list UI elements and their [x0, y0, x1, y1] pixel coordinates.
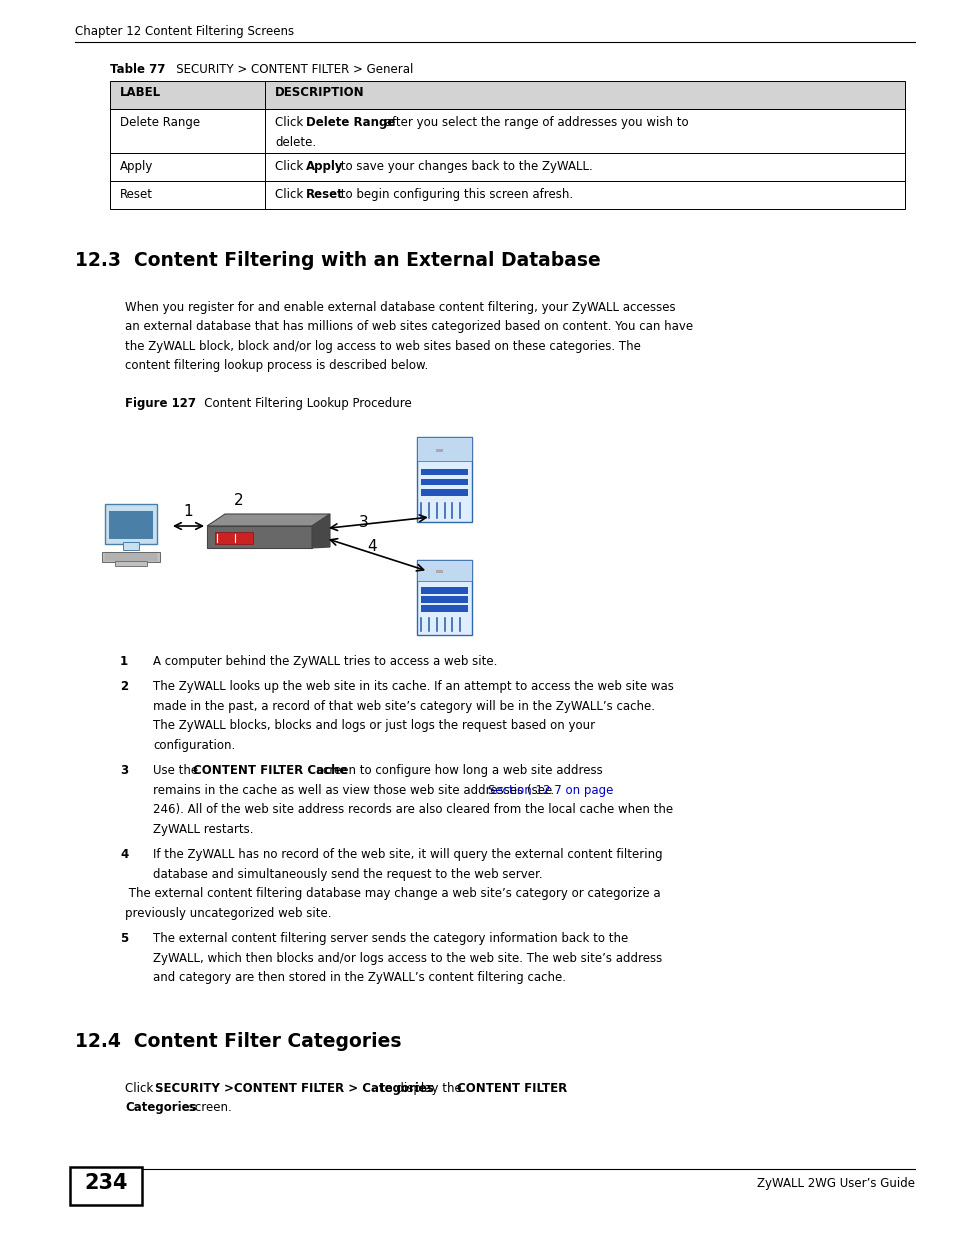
Text: 2: 2: [233, 493, 243, 508]
Bar: [416, 437, 472, 522]
Text: Click Apply to save your changes back to the ZyWALL.: Click Apply to save your changes back to…: [274, 161, 596, 173]
Text: Table 77: Table 77: [110, 63, 165, 77]
Text: Reset: Reset: [120, 188, 152, 201]
Text: and category are then stored in the ZyWALL’s content filtering cache.: and category are then stored in the ZyWA…: [152, 971, 565, 984]
Text: remains in the cache as well as view those web site addresses (see: remains in the cache as well as view tho…: [152, 784, 556, 797]
Text: SECURITY >CONTENT FILTER > Categories: SECURITY >CONTENT FILTER > Categories: [154, 1082, 434, 1094]
Bar: [70, 1167, 142, 1205]
Bar: [420, 597, 468, 603]
Text: screen.: screen.: [185, 1102, 232, 1114]
Text: ZyWALL, which then blocks and/or logs access to the web site. The web site’s add: ZyWALL, which then blocks and/or logs ac…: [152, 952, 661, 965]
Text: When you register for and enable external database content filtering, your ZyWAL: When you register for and enable externa…: [125, 301, 675, 314]
Text: DESCRIPTION: DESCRIPTION: [274, 86, 364, 99]
Bar: [110, 153, 904, 182]
Text: The external content filtering database may change a web site’s category or cate: The external content filtering database …: [125, 887, 659, 900]
Text: 1: 1: [184, 504, 193, 519]
Bar: [420, 469, 468, 475]
Text: Content Filtering Lookup Procedure: Content Filtering Lookup Procedure: [193, 396, 412, 410]
Bar: [416, 559, 472, 580]
Text: The ZyWALL looks up the web site in its cache. If an attempt to access the web s: The ZyWALL looks up the web site in its …: [152, 680, 673, 693]
Bar: [102, 552, 160, 562]
Text: after you select the range of addresses you wish to: after you select the range of addresses …: [380, 116, 687, 128]
Bar: [110, 182, 904, 209]
Text: to begin configuring this screen afresh.: to begin configuring this screen afresh.: [336, 188, 573, 201]
Text: Delete Range: Delete Range: [306, 116, 395, 128]
Text: A computer behind the ZyWALL tries to access a web site.: A computer behind the ZyWALL tries to ac…: [152, 655, 497, 668]
Text: 3: 3: [358, 515, 368, 530]
Text: Figure 127: Figure 127: [125, 396, 195, 410]
Text: CONTENT FILTER Cache: CONTENT FILTER Cache: [193, 764, 347, 777]
Text: Click Reset to begin configuring this screen afresh.: Click Reset to begin configuring this sc…: [274, 188, 576, 201]
Text: an external database that has millions of web sites categorized based on content: an external database that has millions o…: [125, 321, 693, 333]
Text: Chapter 12 Content Filtering Screens: Chapter 12 Content Filtering Screens: [75, 25, 294, 38]
Text: ZyWALL restarts.: ZyWALL restarts.: [152, 823, 253, 836]
Text: 246). All of the web site address records are also cleared from the local cache : 246). All of the web site address record…: [152, 803, 673, 816]
Bar: [115, 561, 147, 566]
Text: 4: 4: [367, 540, 376, 555]
Text: 3: 3: [120, 764, 128, 777]
Text: Click: Click: [274, 161, 307, 173]
Text: Apply: Apply: [306, 161, 343, 173]
Text: content filtering lookup process is described below.: content filtering lookup process is desc…: [125, 359, 428, 373]
Text: 12.4  Content Filter Categories: 12.4 Content Filter Categories: [75, 1031, 401, 1051]
Text: SECURITY > CONTENT FILTER > General: SECURITY > CONTENT FILTER > General: [165, 63, 413, 77]
Bar: [420, 587, 468, 594]
Text: Click: Click: [274, 188, 307, 201]
Text: Categories: Categories: [125, 1102, 196, 1114]
Bar: [416, 559, 472, 635]
Text: The ZyWALL blocks, blocks and logs or just logs the request based on your: The ZyWALL blocks, blocks and logs or ju…: [152, 719, 595, 732]
Text: ZyWALL 2WG User’s Guide: ZyWALL 2WG User’s Guide: [757, 1177, 914, 1189]
Bar: [110, 109, 904, 153]
Bar: [420, 489, 468, 495]
Text: to display the: to display the: [376, 1082, 465, 1094]
Bar: [214, 532, 253, 543]
Bar: [110, 82, 904, 109]
Bar: [109, 511, 152, 538]
Bar: [436, 571, 442, 573]
Text: 12.3  Content Filtering with an External Database: 12.3 Content Filtering with an External …: [75, 251, 600, 270]
Polygon shape: [312, 514, 330, 548]
Text: Click Delete Range after you select the range of addresses you wish to: Click Delete Range after you select the …: [274, 116, 694, 128]
Bar: [123, 542, 138, 550]
Text: Reset: Reset: [306, 188, 344, 201]
Text: 4: 4: [120, 848, 128, 861]
Text: made in the past, a record of that web site’s category will be in the ZyWALL’s c: made in the past, a record of that web s…: [152, 700, 655, 713]
Text: 1: 1: [120, 655, 128, 668]
Text: Use the: Use the: [152, 764, 202, 777]
Polygon shape: [207, 526, 312, 548]
Text: Section 12.7 on page: Section 12.7 on page: [488, 784, 613, 797]
Text: the ZyWALL block, block and/or log access to web sites based on these categories: the ZyWALL block, block and/or log acces…: [125, 340, 640, 353]
Text: previously uncategorized web site.: previously uncategorized web site.: [125, 906, 331, 920]
Text: 234: 234: [84, 1173, 128, 1193]
Text: LABEL: LABEL: [120, 86, 161, 99]
Bar: [420, 605, 468, 611]
Text: Delete Range: Delete Range: [120, 116, 200, 128]
Text: 5: 5: [120, 932, 128, 945]
Bar: [436, 450, 442, 452]
Text: Click: Click: [274, 116, 307, 128]
Text: screen to configure how long a web site address: screen to configure how long a web site …: [313, 764, 602, 777]
Text: 2: 2: [120, 680, 128, 693]
Text: Apply: Apply: [120, 161, 153, 173]
Bar: [105, 504, 157, 543]
Text: Click: Click: [125, 1082, 157, 1094]
Text: The external content filtering server sends the category information back to the: The external content filtering server se…: [152, 932, 628, 945]
Text: If the ZyWALL has no record of the web site, it will query the external content : If the ZyWALL has no record of the web s…: [152, 848, 662, 861]
Text: delete.: delete.: [274, 136, 315, 149]
Text: configuration.: configuration.: [152, 739, 235, 752]
Bar: [416, 437, 472, 461]
Text: database and simultaneously send the request to the web server.: database and simultaneously send the req…: [152, 868, 542, 881]
Text: CONTENT FILTER: CONTENT FILTER: [456, 1082, 567, 1094]
Bar: [420, 479, 468, 485]
Polygon shape: [207, 514, 330, 526]
Text: to save your changes back to the ZyWALL.: to save your changes back to the ZyWALL.: [336, 161, 593, 173]
